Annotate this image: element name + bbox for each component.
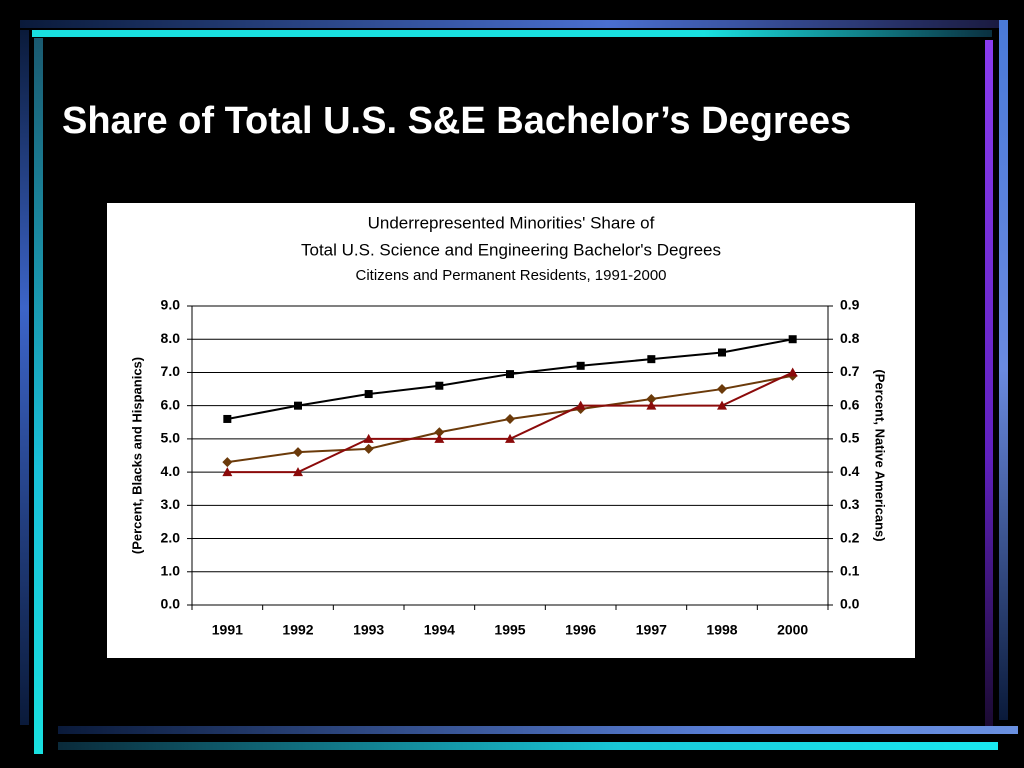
decor-bar	[985, 40, 993, 730]
y2-tick-label: 0.9	[840, 297, 860, 313]
x-tick-label: 1992	[282, 622, 313, 638]
marker	[222, 457, 233, 468]
chart: Underrepresented Minorities' Share of Tot…	[107, 203, 915, 658]
y2-tick-label: 0.0	[840, 596, 860, 612]
y-tick-label: 0.0	[161, 596, 181, 612]
x-tick-label: 1997	[636, 622, 667, 638]
y-tick-label: 4.0	[161, 463, 181, 479]
decor-bar	[999, 20, 1008, 720]
decor-bar	[32, 30, 992, 37]
marker	[364, 390, 373, 399]
marker	[717, 400, 727, 410]
marker	[717, 384, 727, 395]
series-line	[227, 338, 793, 420]
marker	[435, 381, 444, 390]
x-tick-label: 1998	[706, 622, 737, 638]
marker	[787, 367, 798, 377]
marker	[506, 370, 514, 379]
y-tick-label: 9.0	[161, 297, 181, 313]
marker	[434, 427, 445, 438]
x-tick-label: 1996	[565, 622, 596, 638]
y-tick-label: 8.0	[161, 330, 181, 346]
decor-bar	[20, 20, 1000, 28]
y2-tick-label: 0.8	[840, 330, 860, 346]
marker	[434, 433, 445, 443]
marker	[647, 355, 656, 364]
marker	[294, 401, 302, 410]
slide-title: Share of Total U.S. S&E Bachelor’s Degre…	[62, 100, 852, 142]
decor-bar	[58, 726, 1018, 734]
marker	[788, 335, 797, 344]
chart-subtitle: Citizens and Permanent Residents, 1991-2…	[355, 267, 666, 284]
marker	[646, 394, 657, 405]
x-tick-label: 1994	[424, 622, 455, 638]
marker	[293, 447, 303, 458]
x-tick-label: 1993	[353, 622, 384, 638]
y2-axis-label: (Percent, Native Americans)	[873, 369, 888, 541]
y2-tick-label: 0.2	[840, 529, 860, 545]
decor-bar	[34, 38, 43, 754]
y2-tick-label: 0.3	[840, 496, 860, 512]
y-tick-label: 5.0	[161, 430, 181, 446]
marker	[223, 414, 232, 423]
y2-tick-label: 0.7	[840, 363, 860, 379]
marker	[505, 433, 515, 443]
decor-bar	[20, 30, 29, 725]
x-tick-label: 2000	[777, 622, 808, 638]
marker	[646, 400, 657, 410]
y-tick-label: 2.0	[161, 529, 181, 545]
marker	[222, 467, 233, 477]
y-tick-label: 6.0	[161, 396, 181, 412]
marker	[575, 400, 586, 410]
x-tick-label: 1991	[212, 622, 243, 638]
x-tick-label: 1995	[494, 622, 525, 638]
chart-title: Total U.S. Science and Engineering Bache…	[301, 240, 721, 259]
y-tick-label: 3.0	[161, 496, 181, 512]
y-tick-label: 7.0	[161, 363, 181, 379]
marker	[718, 348, 726, 357]
marker	[363, 433, 374, 443]
marker	[363, 443, 374, 454]
y2-tick-label: 0.5	[840, 430, 860, 446]
marker	[505, 413, 515, 424]
decor-bar	[58, 742, 998, 750]
y2-tick-label: 0.6	[840, 396, 860, 412]
y2-tick-label: 0.1	[840, 562, 860, 578]
marker	[293, 467, 303, 477]
y-axis-label: (Percent, Blacks and Hispanics)	[129, 357, 144, 554]
y-tick-label: 1.0	[161, 562, 181, 578]
y2-tick-label: 0.4	[840, 463, 860, 479]
marker	[576, 361, 585, 370]
chart-title: Underrepresented Minorities' Share of	[368, 213, 655, 232]
